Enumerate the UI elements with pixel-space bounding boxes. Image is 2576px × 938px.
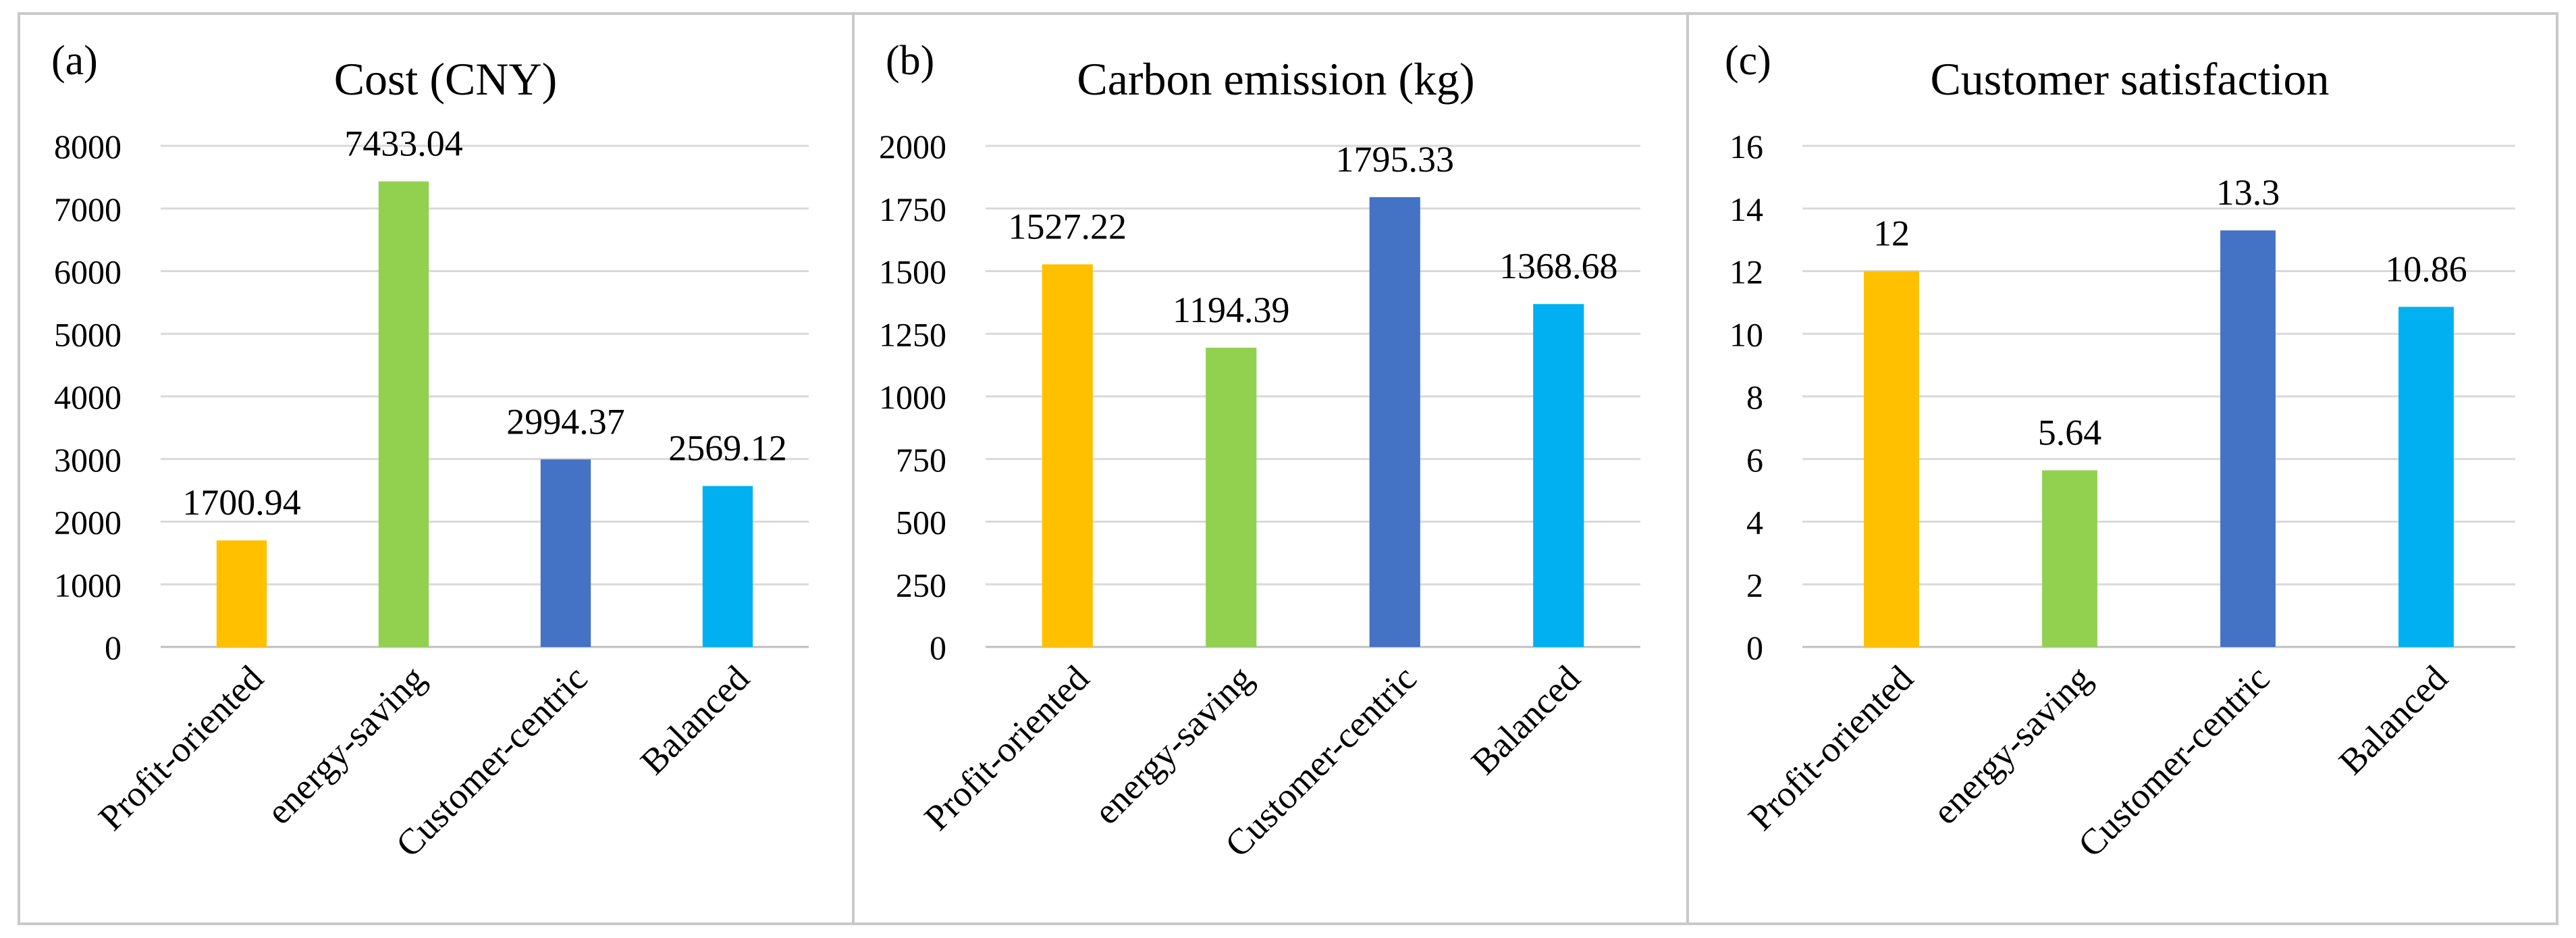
panel-tag: (b) <box>886 38 934 84</box>
y-tick-label: 2000 <box>879 128 946 165</box>
y-tick-label: 0 <box>105 629 122 667</box>
panel-frame <box>18 12 855 925</box>
y-tick-label: 2000 <box>54 504 122 542</box>
chart-title: Carbon emission (kg) <box>1077 53 1474 105</box>
y-tick-label: 8000 <box>54 128 122 165</box>
y-tick-label: 4 <box>1746 504 1763 542</box>
data-label: 1368.68 <box>1499 246 1618 286</box>
y-tick-label: 1500 <box>879 253 946 291</box>
panel-carbon-emission: (b) Carbon emission (kg) 0 250 500 750 1000 125… <box>852 12 1689 925</box>
y-tick-label: 1000 <box>879 378 946 416</box>
data-label: 2569.12 <box>668 428 787 469</box>
bar-customer-centric <box>540 459 591 647</box>
bar-customer-centric <box>1369 197 1420 647</box>
y-tick-label: 6 <box>1746 441 1763 479</box>
y-tick-label: 1750 <box>879 190 946 228</box>
y-tick-label: 10 <box>1729 315 1763 353</box>
y-tick-label: 8 <box>1746 378 1763 416</box>
data-label: 10.86 <box>2385 249 2467 289</box>
bar-profit-oriented <box>1864 271 1919 647</box>
bar-balanced <box>2398 307 2454 647</box>
bar-energy-saving <box>378 181 429 647</box>
data-label: 1700.94 <box>182 482 301 523</box>
y-tick-label: 6000 <box>54 253 122 291</box>
bar-profit-oriented <box>1042 264 1093 647</box>
y-tick-label: 1250 <box>879 315 946 353</box>
y-tick-label: 0 <box>1746 629 1763 667</box>
chart-title: Customer satisfaction <box>1930 53 2329 105</box>
y-tick-label: 250 <box>896 566 946 604</box>
bar-energy-saving <box>2042 470 2097 647</box>
data-label: 12 <box>1873 213 1910 254</box>
y-tick-label: 5000 <box>54 315 122 353</box>
bar-balanced <box>1533 304 1584 647</box>
data-label: 1194.39 <box>1173 290 1290 330</box>
y-tick-label: 1000 <box>54 566 122 604</box>
data-label: 1527.22 <box>1009 206 1127 246</box>
y-tick-label: 0 <box>930 629 946 667</box>
panel-cost: (a) Cost (CNY) 0 1000 2000 3000 4000 5000 6000 70… <box>18 12 855 925</box>
y-tick-label: 2 <box>1746 566 1763 604</box>
panel-tag: (a) <box>51 38 98 84</box>
y-tick-label: 500 <box>896 504 946 542</box>
y-tick-label: 3000 <box>54 441 122 479</box>
data-label: 2994.37 <box>506 401 625 442</box>
data-label: 13.3 <box>2216 172 2280 213</box>
data-label: 1795.33 <box>1336 139 1455 180</box>
bar-profit-oriented <box>216 540 267 647</box>
y-tick-label: 16 <box>1729 128 1763 165</box>
y-tick-label: 12 <box>1729 253 1763 291</box>
bar-energy-saving <box>1206 347 1257 647</box>
chart-title: Cost (CNY) <box>334 53 558 105</box>
data-label: 7433.04 <box>344 124 463 164</box>
y-tick-label: 14 <box>1729 190 1763 228</box>
bar-customer-centric <box>2220 230 2276 647</box>
panel-tag: (c) <box>1725 38 1771 84</box>
y-tick-label: 4000 <box>54 378 122 416</box>
bar-balanced <box>702 486 753 647</box>
y-tick-label: 7000 <box>54 190 122 228</box>
y-tick-label: 750 <box>896 441 946 479</box>
panel-customer-satisfaction: (c) Customer satisfaction024681012141612P… <box>1686 12 2558 925</box>
data-label: 5.64 <box>2038 412 2102 452</box>
